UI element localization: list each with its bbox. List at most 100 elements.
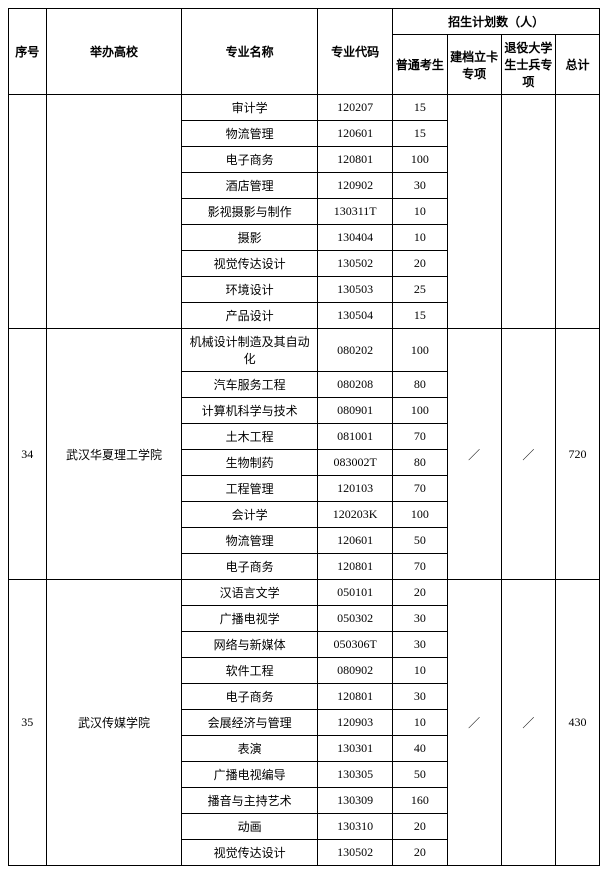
- header-plan-title: 招生计划数（人）: [393, 9, 600, 35]
- cell-code: 130502: [318, 251, 393, 277]
- cell-seq: 34: [9, 329, 47, 580]
- cell-major: 电子商务: [182, 684, 318, 710]
- cell-major: 机械设计制造及其自动化: [182, 329, 318, 372]
- cell-code: 130310: [318, 814, 393, 840]
- cell-veteran: ／: [501, 580, 555, 866]
- cell-normal: 20: [393, 580, 447, 606]
- cell-normal: 50: [393, 528, 447, 554]
- cell-code: 120801: [318, 684, 393, 710]
- table-row: 34武汉华夏理工学院机械设计制造及其自动化080202100／／720: [9, 329, 600, 372]
- cell-code: 130503: [318, 277, 393, 303]
- header-school: 举办高校: [46, 9, 182, 95]
- cell-total: 430: [556, 580, 600, 866]
- cell-code: 050306T: [318, 632, 393, 658]
- cell-normal: 70: [393, 476, 447, 502]
- cell-normal: 100: [393, 398, 447, 424]
- header-seq: 序号: [9, 9, 47, 95]
- cell-major: 网络与新媒体: [182, 632, 318, 658]
- header-total: 总计: [556, 35, 600, 95]
- cell-normal: 10: [393, 199, 447, 225]
- cell-major: 会展经济与管理: [182, 710, 318, 736]
- cell-normal: 80: [393, 450, 447, 476]
- cell-normal: 15: [393, 95, 447, 121]
- cell-normal: 10: [393, 710, 447, 736]
- cell-normal: 20: [393, 840, 447, 866]
- cell-code: 120601: [318, 121, 393, 147]
- cell-veteran: ／: [501, 329, 555, 580]
- cell-code: 120207: [318, 95, 393, 121]
- cell-major: 计算机科学与技术: [182, 398, 318, 424]
- cell-card: ／: [447, 329, 501, 580]
- table-body: 审计学12020715物流管理12060115电子商务120801100酒店管理…: [9, 95, 600, 866]
- cell-major: 表演: [182, 736, 318, 762]
- header-normal: 普通考生: [393, 35, 447, 95]
- cell-code: 050302: [318, 606, 393, 632]
- cell-normal: 30: [393, 632, 447, 658]
- cell-normal: 30: [393, 173, 447, 199]
- cell-major: 工程管理: [182, 476, 318, 502]
- cell-code: 081001: [318, 424, 393, 450]
- cell-major: 动画: [182, 814, 318, 840]
- cell-normal: 50: [393, 762, 447, 788]
- cell-major: 电子商务: [182, 147, 318, 173]
- header-major: 专业名称: [182, 9, 318, 95]
- cell-major: 播音与主持艺术: [182, 788, 318, 814]
- cell-major: 酒店管理: [182, 173, 318, 199]
- cell-major: 摄影: [182, 225, 318, 251]
- cell-normal: 30: [393, 606, 447, 632]
- cell-major: 生物制药: [182, 450, 318, 476]
- cell-normal: 10: [393, 658, 447, 684]
- cell-card: ／: [447, 580, 501, 866]
- cell-normal: 10: [393, 225, 447, 251]
- cell-major: 汽车服务工程: [182, 372, 318, 398]
- cell-code: 130311T: [318, 199, 393, 225]
- cell-major: 广播电视学: [182, 606, 318, 632]
- cell-code: 083002T: [318, 450, 393, 476]
- cell-code: 120601: [318, 528, 393, 554]
- cell-major: 审计学: [182, 95, 318, 121]
- table-row: 35武汉传媒学院汉语言文学05010120／／430: [9, 580, 600, 606]
- header-veteran: 退役大学生士兵专项: [501, 35, 555, 95]
- cell-normal: 20: [393, 251, 447, 277]
- cell-code: 080202: [318, 329, 393, 372]
- cell-normal: 25: [393, 277, 447, 303]
- cell-code: 120203K: [318, 502, 393, 528]
- cell-major: 汉语言文学: [182, 580, 318, 606]
- cell-major: 软件工程: [182, 658, 318, 684]
- header-card: 建档立卡专项: [447, 35, 501, 95]
- header-code: 专业代码: [318, 9, 393, 95]
- cell-normal: 70: [393, 424, 447, 450]
- cell-normal: 100: [393, 502, 447, 528]
- cell-normal: 160: [393, 788, 447, 814]
- cell-code: 130309: [318, 788, 393, 814]
- cell-normal: 15: [393, 303, 447, 329]
- cell-seq: [9, 95, 47, 329]
- cell-code: 130504: [318, 303, 393, 329]
- cell-normal: 30: [393, 684, 447, 710]
- cell-normal: 70: [393, 554, 447, 580]
- cell-veteran: [501, 95, 555, 329]
- cell-code: 080902: [318, 658, 393, 684]
- cell-normal: 20: [393, 814, 447, 840]
- cell-card: [447, 95, 501, 329]
- cell-normal: 100: [393, 147, 447, 173]
- cell-normal: 80: [393, 372, 447, 398]
- cell-major: 产品设计: [182, 303, 318, 329]
- cell-code: 080208: [318, 372, 393, 398]
- cell-major: 会计学: [182, 502, 318, 528]
- cell-code: 130301: [318, 736, 393, 762]
- cell-major: 广播电视编导: [182, 762, 318, 788]
- cell-major: 土木工程: [182, 424, 318, 450]
- cell-major: 视觉传达设计: [182, 840, 318, 866]
- cell-major: 电子商务: [182, 554, 318, 580]
- cell-total: 720: [556, 329, 600, 580]
- cell-code: 120103: [318, 476, 393, 502]
- cell-normal: 15: [393, 121, 447, 147]
- cell-major: 物流管理: [182, 528, 318, 554]
- cell-major: 影视摄影与制作: [182, 199, 318, 225]
- cell-major: 视觉传达设计: [182, 251, 318, 277]
- cell-major: 环境设计: [182, 277, 318, 303]
- cell-code: 120903: [318, 710, 393, 736]
- cell-major: 物流管理: [182, 121, 318, 147]
- table-row: 审计学12020715: [9, 95, 600, 121]
